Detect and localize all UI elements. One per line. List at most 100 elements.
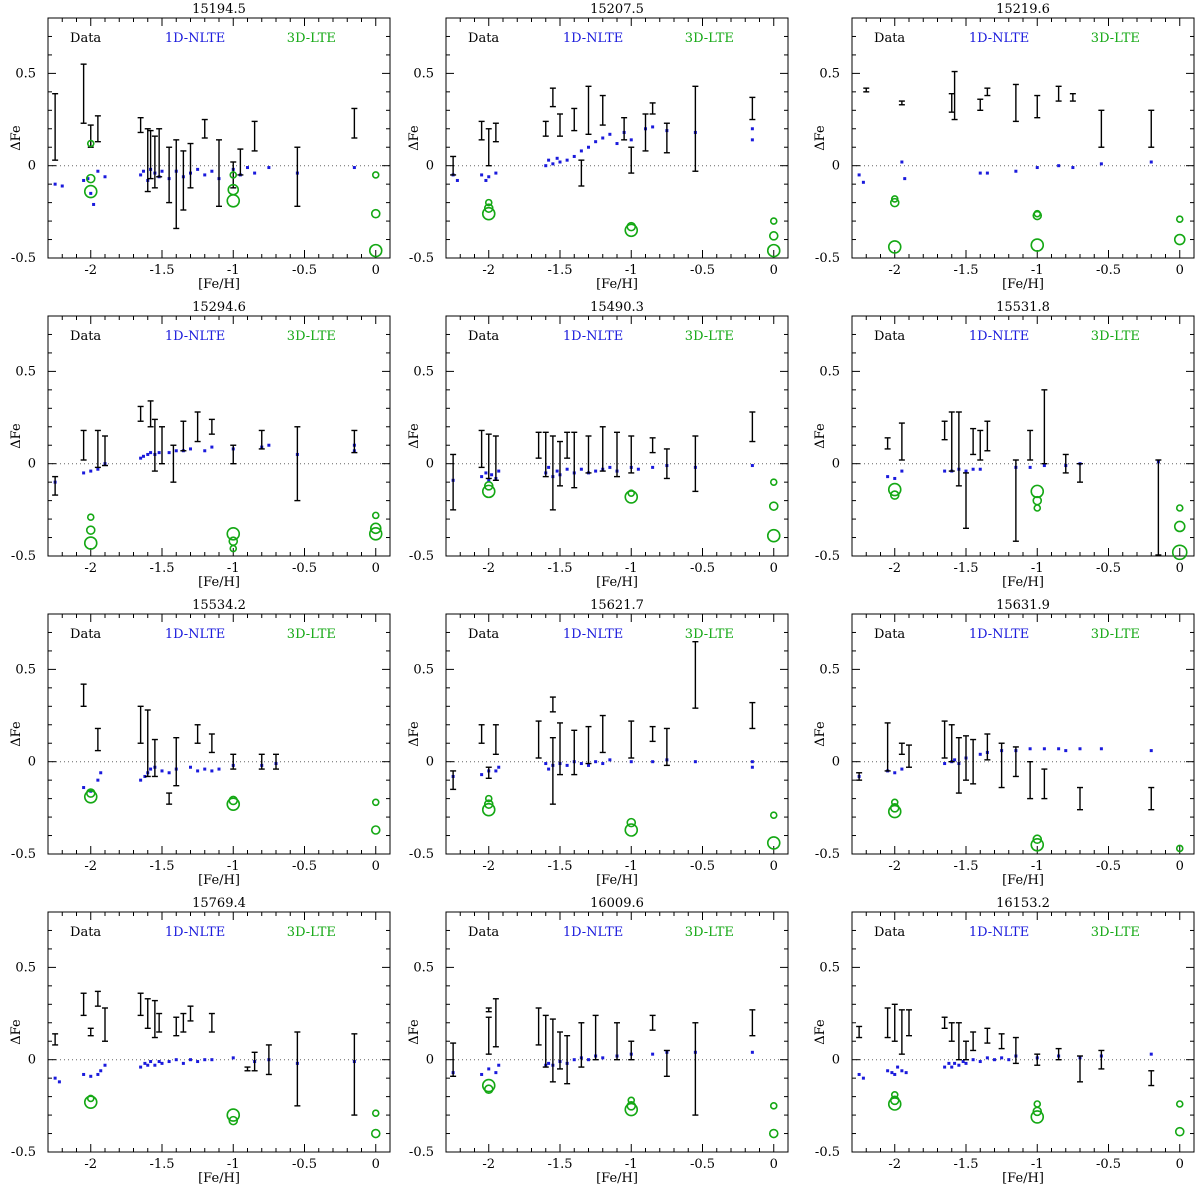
x-tick-label: -0.5 — [1096, 1157, 1121, 1172]
x-tick-label: 0 — [1176, 859, 1184, 874]
nlte-point — [174, 1058, 178, 1062]
lte-point — [481, 484, 496, 499]
nlte-point — [693, 760, 697, 764]
panel-title: 16009.6 — [590, 896, 644, 911]
legend-3d-lte: 3D-LTE — [1091, 925, 1140, 940]
nlte-point — [82, 471, 86, 475]
lte-point — [766, 243, 781, 258]
plot-frame — [47, 613, 391, 855]
nlte-point — [629, 760, 633, 764]
x-axis-label: [Fe/H] — [596, 873, 638, 888]
nlte-point — [750, 760, 754, 764]
nlte-point — [149, 767, 153, 771]
lte-point — [887, 482, 902, 497]
nlte-point — [96, 169, 100, 173]
panel-title: 16153.2 — [996, 896, 1050, 911]
panel-title: 15294.6 — [192, 300, 246, 315]
lte-point — [371, 511, 380, 520]
nlte-point — [861, 1076, 865, 1080]
plot-frame — [445, 613, 789, 855]
nlte-point — [89, 191, 93, 195]
legend-1d-nlte: 1D-NLTE — [563, 329, 623, 344]
y-tick-label: -0.5 — [409, 847, 434, 862]
nlte-point — [594, 760, 598, 764]
legend-data: Data — [70, 31, 101, 46]
nlte-point — [947, 1061, 951, 1065]
nlte-point — [651, 125, 655, 129]
nlte-point — [608, 758, 612, 762]
nlte-point — [555, 469, 559, 473]
nlte-point — [565, 158, 569, 162]
lte-point — [85, 173, 96, 184]
nlte-point — [900, 767, 904, 771]
x-tick-label: 0 — [372, 561, 380, 576]
nlte-point — [246, 166, 249, 170]
nlte-point — [957, 1063, 961, 1067]
nlte-point — [971, 1058, 975, 1062]
lte-point — [1030, 837, 1045, 852]
nlte-point — [893, 1072, 897, 1076]
lte-point — [368, 527, 383, 541]
x-tick-label: -1.5 — [953, 561, 978, 576]
nlte-point — [60, 184, 64, 188]
x-tick-label: -2 — [888, 1157, 901, 1172]
lte-point — [370, 208, 381, 219]
legend-3d-lte: 3D-LTE — [1091, 329, 1140, 344]
nlte-point — [203, 173, 207, 177]
nlte-point — [1099, 747, 1103, 751]
plot-frame — [851, 315, 1195, 557]
nlte-point — [900, 469, 904, 473]
nlte-point — [167, 771, 171, 775]
nlte-point — [555, 156, 559, 160]
nlte-point — [1149, 160, 1153, 164]
y-tick-label: 0 — [832, 755, 840, 770]
lte-point — [83, 536, 98, 550]
nlte-point — [1028, 465, 1032, 469]
x-tick-label: -2 — [482, 859, 495, 874]
nlte-point — [896, 1065, 900, 1069]
y-tick-label: -0.5 — [815, 549, 840, 564]
nlte-point — [210, 769, 214, 773]
lte-point — [887, 240, 902, 254]
nlte-point — [210, 1058, 214, 1062]
x-tick-label: -0.5 — [690, 263, 715, 278]
legend-3d-lte: 3D-LTE — [287, 329, 336, 344]
x-tick-label: -2 — [482, 263, 495, 278]
x-axis-label: [Fe/H] — [198, 873, 240, 888]
panel-15534-2: 15534.2 -2 -1.5 -1 -0.5 0 -0.5 0 0.5 [Fe/H] ΔFe Dat… — [9, 598, 391, 888]
legend-3d-lte: 3D-LTE — [685, 627, 734, 642]
lte-point — [86, 513, 95, 522]
lte-point — [766, 528, 781, 543]
panel-15207-5: 15207.5 -2 -1.5 -1 -0.5 0 -0.5 0 0.5 [Fe/H] ΔFe Dat… — [407, 2, 789, 292]
legend-1d-nlte: 1D-NLTE — [969, 329, 1029, 344]
x-tick-label: -0.5 — [1096, 859, 1121, 874]
nlte-point — [497, 765, 501, 769]
nlte-point — [886, 1069, 890, 1073]
legend-data: Data — [468, 627, 499, 642]
nlte-point — [601, 136, 605, 140]
legend-data: Data — [874, 925, 905, 940]
nlte-point — [267, 166, 271, 170]
legend-1d-nlte: 1D-NLTE — [165, 627, 225, 642]
nlte-point — [547, 465, 551, 469]
y-tick-label: 0 — [832, 1053, 840, 1068]
x-tick-label: -2 — [888, 561, 901, 576]
y-tick-label: 0.5 — [15, 66, 36, 81]
nlte-point — [1042, 464, 1046, 468]
plot-frame — [47, 17, 391, 259]
lte-point — [1173, 520, 1186, 533]
nlte-point — [99, 1069, 103, 1073]
nlte-point — [587, 763, 590, 767]
nlte-point — [160, 169, 164, 173]
nlte-point — [189, 765, 192, 769]
nlte-point — [993, 1058, 996, 1062]
x-axis-label: [Fe/H] — [596, 277, 638, 292]
nlte-point — [494, 171, 498, 175]
nlte-point — [149, 451, 153, 455]
nlte-point — [608, 465, 612, 469]
y-tick-label: -0.5 — [11, 251, 36, 266]
nlte-point — [572, 1058, 576, 1062]
x-tick-label: -0.5 — [690, 1157, 715, 1172]
lte-point — [624, 1102, 639, 1117]
nlte-point — [487, 478, 491, 482]
